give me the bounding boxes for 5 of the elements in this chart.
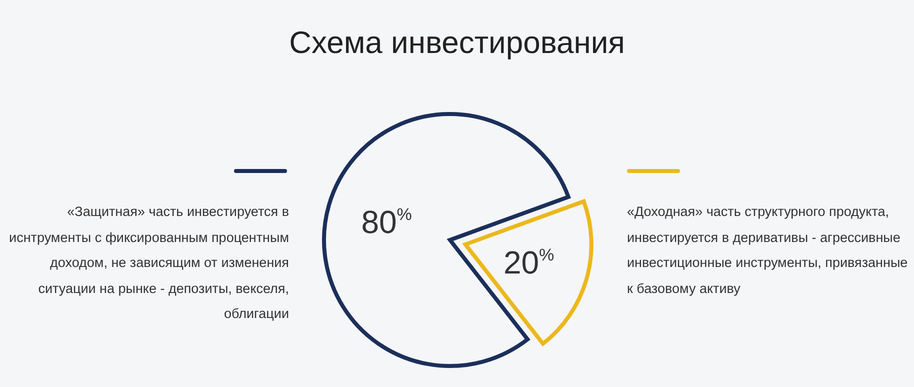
chart-title: Схема инвестирования [289,25,625,60]
data-label: 80% [361,204,412,240]
slice-label: «Доходная» часть структурного продукта, инвестируется в деривативы - агрессивные инвестиционные инструменты, привязанные к базовому активу [627,203,909,298]
slice-label: «Защитная» часть инвестируется в иснтрументы с фиксированным процентным доходом, не зависящим от изменения ситуации на рынке - депозиты, векселя, облигации [8,203,289,323]
data-label: 20% [503,244,554,281]
